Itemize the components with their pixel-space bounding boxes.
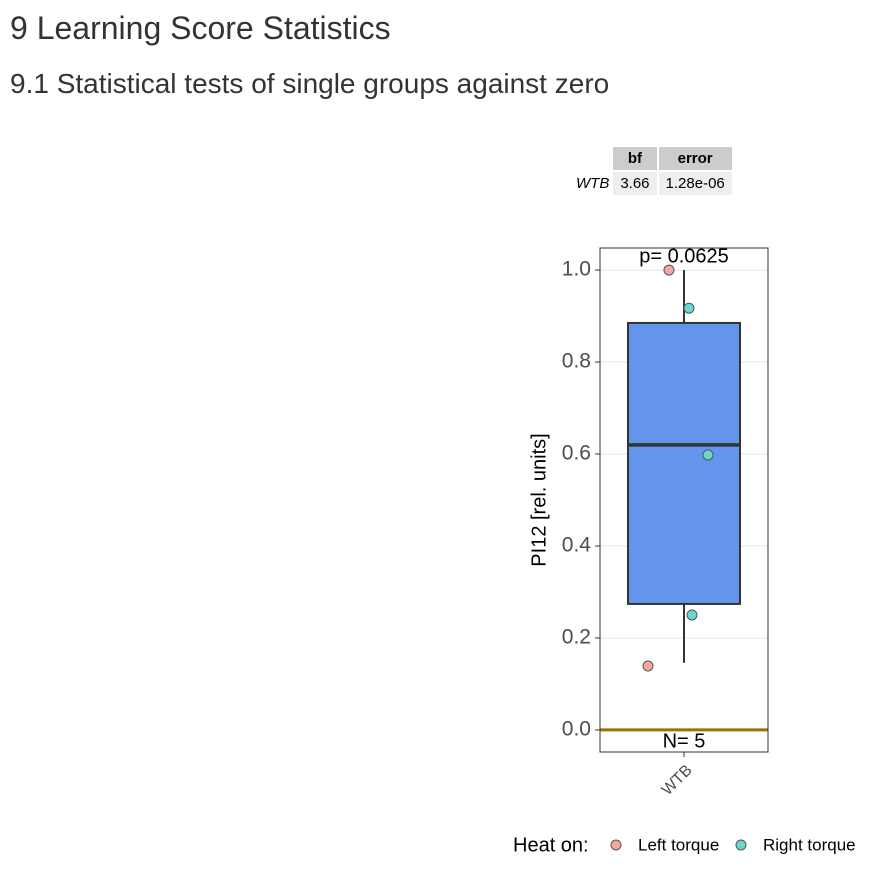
y-tick-label: 0.8 (562, 350, 591, 373)
row-label: WTB (576, 175, 610, 192)
x-tick-label: WTB (659, 762, 696, 799)
data-point (683, 302, 695, 314)
heading: 9 Learning Score Statistics (10, 10, 391, 46)
y-tick-label: 0.0 (562, 717, 591, 740)
y-tick-label: 0.6 (562, 442, 591, 465)
legend-title: Heat on: (513, 834, 589, 856)
column-header: bf (613, 147, 657, 170)
table-cell: 1.28e-06 (658, 172, 732, 195)
subheading: 9.1 Statistical tests of single groups a… (10, 68, 610, 99)
column-header: error (658, 147, 732, 170)
bf-table: bf error WTB 3.66 1.28e-06 (572, 145, 734, 197)
legend-key (735, 839, 747, 851)
box (627, 321, 741, 605)
legend-label: Left torque (638, 835, 719, 854)
data-point (702, 449, 714, 461)
y-tick-label: 0.4 (562, 534, 592, 557)
legend-key (610, 839, 622, 851)
table-cell: 3.66 (613, 172, 657, 195)
data-point (663, 264, 675, 276)
y-axis-label: PI12 [rel. units] (528, 433, 550, 566)
data-point (686, 609, 698, 621)
y-tick-label: 0.2 (562, 626, 591, 649)
annotation: N= 5 (663, 730, 706, 752)
table-header: bf error (574, 147, 732, 170)
annotation: p= 0.0625 (639, 245, 729, 267)
y-tick-label: 1.0 (562, 258, 591, 281)
data-point (642, 660, 654, 672)
table-row: WTB 3.66 1.28e-06 (574, 172, 732, 195)
legend-label: Right torque (763, 835, 856, 854)
